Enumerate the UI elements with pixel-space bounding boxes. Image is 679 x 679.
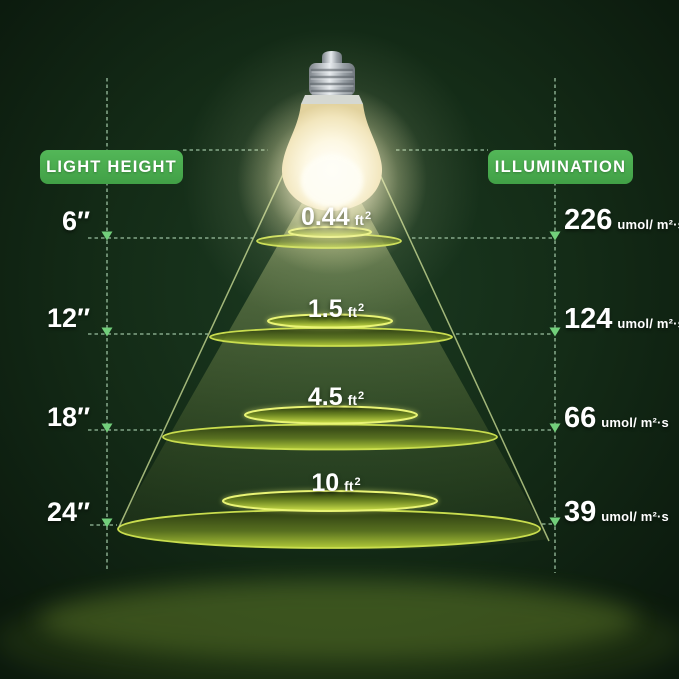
illumination-unit: umol/ m²·s bbox=[617, 217, 679, 232]
illumination-value-level4: 39 umol/ m²·s bbox=[564, 498, 669, 527]
area-unit: ft bbox=[347, 304, 357, 320]
height-label-12in: 12″ bbox=[47, 303, 90, 333]
area-exponent: 2 bbox=[357, 301, 365, 314]
down-arrow-marker-icon bbox=[101, 423, 113, 433]
bulb-contact-tip bbox=[322, 51, 342, 64]
down-arrow-marker-icon bbox=[549, 517, 561, 527]
down-arrow-marker-icon bbox=[549, 231, 561, 241]
area-label-level2: 1.5 ft2 bbox=[236, 297, 436, 322]
illumination-unit: umol/ m²·s bbox=[601, 415, 669, 430]
area-label-level1: 0.44 ft2 bbox=[236, 205, 436, 230]
down-arrow-marker-icon bbox=[549, 327, 561, 337]
area-exponent: 2 bbox=[357, 389, 365, 402]
height-label-24in: 24″ bbox=[47, 497, 90, 527]
illumination-unit: umol/ m²·s bbox=[601, 509, 669, 524]
led-bulb-icon bbox=[281, 51, 383, 211]
height-label-6in: 6″ bbox=[62, 206, 90, 236]
light-cone bbox=[119, 150, 549, 550]
area-value: 10 bbox=[311, 469, 340, 497]
illumination-number: 226 bbox=[564, 204, 613, 236]
down-arrow-marker-icon bbox=[101, 231, 113, 241]
area-exponent: 2 bbox=[354, 475, 361, 488]
down-arrow-marker-icon bbox=[101, 327, 113, 337]
down-arrow-markers bbox=[101, 231, 561, 528]
height-label-18in: 18″ bbox=[47, 402, 90, 432]
illumination-badge: ILLUMINATION bbox=[488, 150, 633, 184]
illumination-unit: umol/ m²·s bbox=[617, 316, 679, 331]
area-exponent: 2 bbox=[364, 209, 372, 222]
area-unit: ft bbox=[344, 478, 354, 494]
illumination-value-level3: 66 umol/ m²·s bbox=[564, 404, 669, 433]
light-pool-ellipse bbox=[117, 509, 541, 549]
illumination-value-level1: 226 umol/ m²·s bbox=[564, 206, 679, 235]
bulb-hotspot bbox=[301, 155, 363, 207]
light-pool-ellipse bbox=[244, 405, 418, 425]
floor-glow bbox=[0, 580, 679, 679]
light-pool-ellipse bbox=[209, 327, 453, 347]
light-pool-ellipse bbox=[162, 423, 498, 451]
area-unit: ft bbox=[354, 212, 364, 228]
bulb-collar bbox=[301, 95, 363, 104]
area-value: 0.44 bbox=[300, 203, 350, 231]
illumination-number: 39 bbox=[564, 496, 597, 528]
illumination-number: 124 bbox=[564, 303, 613, 335]
area-label-level3: 4.5 ft2 bbox=[236, 385, 436, 410]
area-value: 4.5 bbox=[307, 383, 343, 411]
area-label-level4: 10 ft2 bbox=[236, 471, 436, 496]
illumination-value-level2: 124 umol/ m²·s bbox=[564, 305, 679, 334]
light-pool-ellipse bbox=[222, 490, 438, 512]
down-arrow-marker-icon bbox=[549, 423, 561, 433]
light-height-badge: LIGHT HEIGHT bbox=[40, 150, 183, 184]
down-arrow-marker-icon bbox=[101, 518, 113, 528]
illumination-number: 66 bbox=[564, 402, 597, 434]
area-value: 1.5 bbox=[307, 295, 343, 323]
area-unit: ft bbox=[347, 392, 357, 408]
